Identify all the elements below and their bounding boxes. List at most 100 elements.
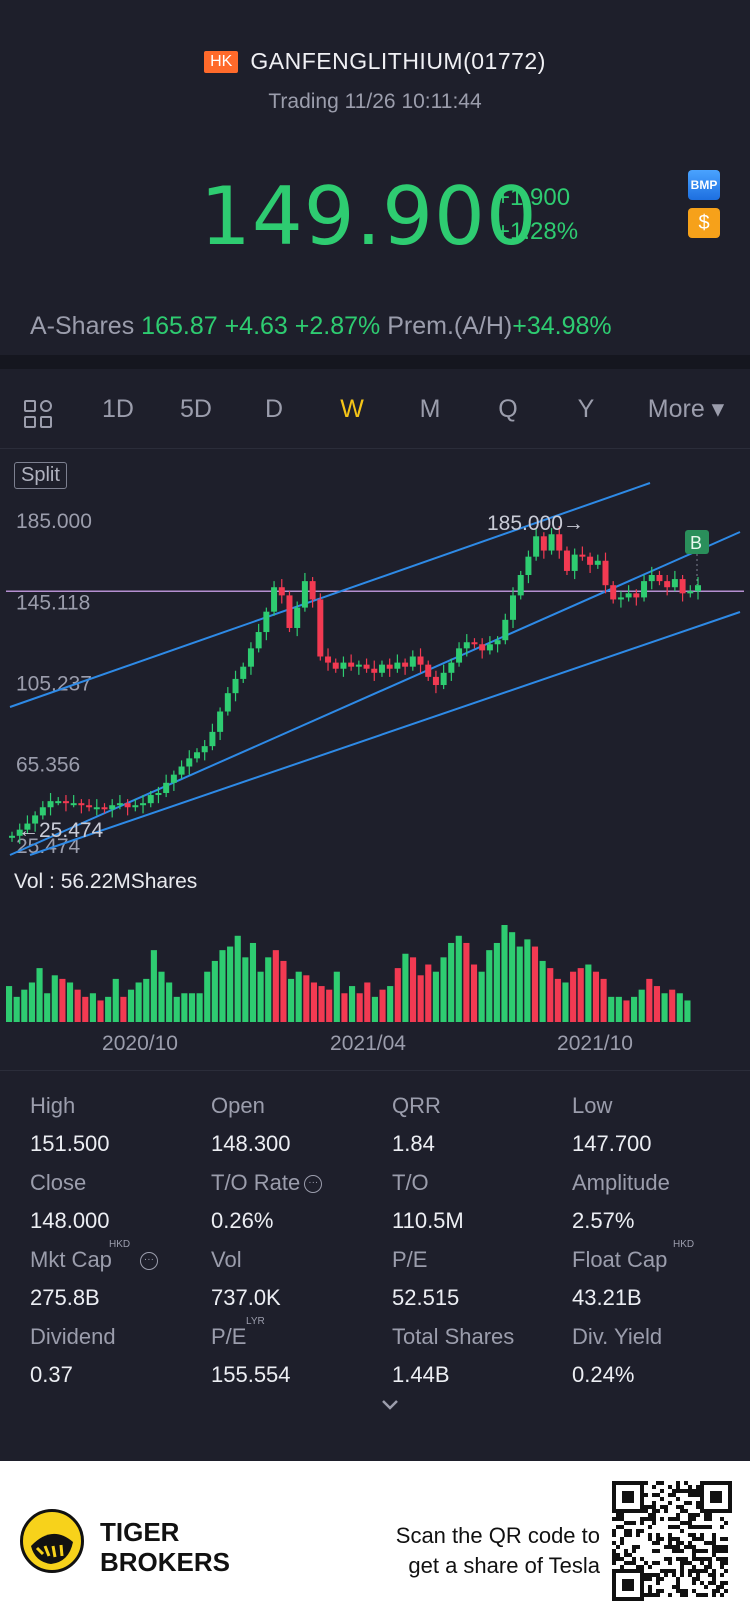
stat-key: Div. Yield — [572, 1324, 663, 1349]
candle-body — [378, 664, 385, 673]
qr-module — [648, 1505, 652, 1509]
volume-bar — [486, 950, 493, 1022]
qr-module — [696, 1549, 700, 1553]
volume-bar — [661, 993, 668, 1022]
split-button[interactable]: Split — [14, 462, 67, 489]
candle-body — [695, 585, 701, 592]
tab-q[interactable]: Q — [498, 395, 518, 423]
candle-body — [163, 782, 170, 793]
candle-body — [32, 815, 39, 824]
qr-module — [696, 1557, 700, 1561]
volume-bar — [318, 986, 325, 1022]
candle-body — [340, 662, 347, 669]
qr-module — [692, 1557, 696, 1561]
qr-module — [680, 1549, 684, 1553]
qr-module — [680, 1509, 684, 1513]
volume-bar — [653, 986, 661, 1022]
qr-module — [632, 1545, 636, 1549]
stock-name[interactable]: GANFENGLITHIUM(01772) — [250, 48, 546, 74]
volume-bar — [173, 996, 180, 1022]
qr-module — [660, 1505, 664, 1509]
candle-body — [286, 595, 293, 628]
qr-module — [624, 1533, 628, 1537]
qr-module — [712, 1549, 716, 1553]
tab-5d[interactable]: 5D — [180, 395, 212, 423]
stat-key: Mkt Cap HKD ··· — [30, 1239, 210, 1273]
x-tick-label: 2021/10 — [557, 1032, 633, 1055]
tab-1d[interactable]: 1D — [102, 395, 134, 423]
stat-key: T/O Rate ··· — [211, 1170, 391, 1196]
qr-module — [712, 1589, 716, 1593]
candle-body — [625, 593, 632, 598]
qr-module — [684, 1481, 688, 1485]
qr-module — [616, 1525, 620, 1529]
dollar-icon[interactable]: $ — [688, 208, 720, 238]
qr-module — [620, 1513, 624, 1517]
candle-body — [217, 711, 224, 732]
tab-y[interactable]: Y — [577, 395, 595, 423]
qr-module — [724, 1557, 728, 1561]
qr-module — [636, 1565, 640, 1569]
candle-body — [124, 803, 131, 808]
volume-bar — [21, 989, 28, 1022]
qr-module — [700, 1557, 704, 1561]
candle-body — [456, 648, 463, 663]
candle-body — [610, 585, 617, 600]
qr-module — [708, 1525, 712, 1529]
qr-module — [660, 1569, 664, 1573]
bmp-icon[interactable]: BMP — [688, 170, 720, 200]
qr-module — [684, 1509, 688, 1513]
qr-module — [656, 1577, 660, 1581]
stat-dividend: Dividend 0.37 — [30, 1324, 210, 1388]
qr-module — [652, 1593, 656, 1597]
tab-d[interactable]: D — [264, 395, 284, 423]
qr-module — [648, 1525, 652, 1529]
stat-unit: HKD — [673, 1239, 695, 1250]
qr-module — [712, 1581, 716, 1585]
info-icon[interactable]: ··· — [139, 1252, 158, 1271]
stat-mkt-cap: Mkt Cap HKD ··· 275.8B — [30, 1239, 210, 1311]
ashares-row[interactable]: A-Shares 165.87 +4.63 +2.87% Prem.(A/H)+… — [30, 312, 612, 341]
volume-bar — [623, 1000, 630, 1022]
qr-module — [672, 1489, 676, 1493]
candle-body — [409, 656, 416, 667]
qr-finder-center — [710, 1491, 722, 1503]
qr-module — [672, 1569, 676, 1573]
stats-panel: High 151.500 Open 148.300 QRR 1.84 Low 147.700 C… — [0, 1070, 750, 1445]
qr-module — [676, 1585, 680, 1589]
qr-module — [628, 1529, 632, 1533]
candle-body — [55, 801, 62, 804]
chart-settings-grid-icon[interactable] — [24, 400, 54, 430]
qr-module — [696, 1569, 700, 1573]
volume-bar — [112, 978, 119, 1022]
qr-module — [660, 1517, 664, 1521]
qr-module — [664, 1505, 668, 1509]
candle-body — [16, 829, 23, 836]
qr-module — [720, 1593, 724, 1597]
volume-bar — [387, 986, 394, 1022]
candle-body — [325, 656, 332, 663]
volume-bar — [120, 996, 127, 1022]
info-icon[interactable]: ··· — [304, 1175, 323, 1194]
qr-module — [648, 1577, 652, 1581]
volume-bar — [66, 982, 74, 1022]
qr-module — [712, 1573, 716, 1577]
qr-module — [676, 1525, 680, 1529]
kline-chart[interactable]: 185.000 145.118 105.237 65.356 25.474 185.000… — [0, 450, 750, 1070]
qr-module — [692, 1517, 696, 1521]
qr-module — [668, 1493, 672, 1497]
chevron-down-icon[interactable] — [380, 1398, 400, 1412]
candle-body — [201, 746, 208, 753]
qr-module — [668, 1517, 672, 1521]
tab-w[interactable]: W — [340, 395, 364, 423]
candle-body — [440, 672, 447, 686]
volume-bar — [303, 975, 310, 1022]
qr-module — [716, 1545, 720, 1549]
candle-body — [664, 581, 671, 588]
candle-body — [193, 752, 200, 759]
volume-bar — [326, 989, 333, 1022]
tab-more[interactable]: More ▾ — [647, 395, 725, 423]
candle-body — [371, 668, 378, 673]
tab-m[interactable]: M — [419, 395, 441, 423]
chart-area[interactable]: 185.000 145.118 105.237 65.356 25.474 185.000… — [0, 450, 750, 1070]
